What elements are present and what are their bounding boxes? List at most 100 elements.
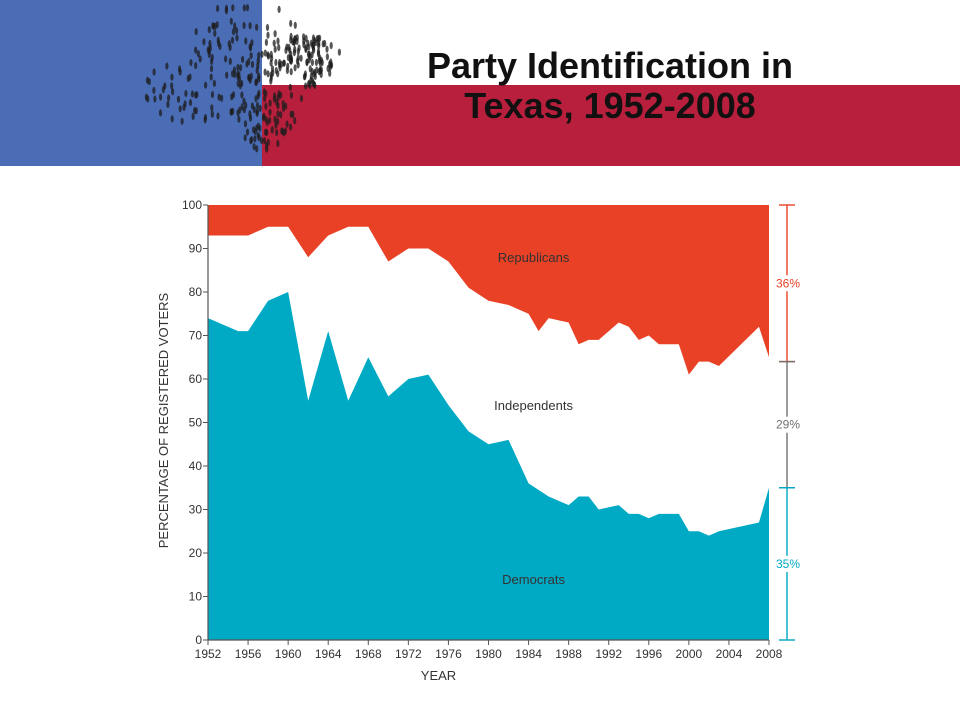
crowd-figure <box>272 39 276 47</box>
crowd-figure <box>289 50 293 58</box>
x-tick-label: 1992 <box>595 647 622 661</box>
y-tick-label: 50 <box>189 416 203 430</box>
crowd-figure <box>245 60 249 68</box>
crowd-figure <box>316 50 321 58</box>
banner-red-stripe <box>262 85 960 166</box>
crowd-figure <box>194 46 198 54</box>
crowd-figure <box>285 120 289 128</box>
crowd-figure <box>263 68 267 76</box>
title-banner <box>0 0 960 166</box>
x-tick-label: 1972 <box>395 647 422 661</box>
banner-blue-panel <box>0 0 262 166</box>
crowd-figure <box>306 50 311 59</box>
crowd-figure <box>216 112 220 120</box>
crowd-figure <box>266 51 270 59</box>
crowd-figure <box>262 137 267 145</box>
crowd-figure <box>211 22 215 30</box>
crowd-figure <box>295 34 299 42</box>
crowd-figure <box>225 71 229 79</box>
crowd-figure <box>178 105 182 113</box>
crowd-figure <box>287 43 291 52</box>
crowd-figure <box>302 37 306 45</box>
crowd-figure <box>293 117 297 125</box>
bracket-share-label: 29% <box>776 418 800 432</box>
crowd-figure <box>329 61 334 69</box>
bracket-label-background <box>772 416 802 433</box>
x-tick-label: 2004 <box>716 647 743 661</box>
crowd-figure <box>279 91 283 99</box>
crowd-figure <box>255 66 259 75</box>
crowd-figure <box>159 93 163 101</box>
crowd-figure <box>277 5 281 13</box>
crowd-figure <box>315 66 319 74</box>
crowd-figure <box>230 36 235 44</box>
crowd-figure <box>153 95 157 103</box>
bracket-label-background <box>772 555 802 572</box>
crowd-figure <box>325 45 329 53</box>
y-tick-label: 10 <box>189 590 203 604</box>
crowd-figure <box>318 67 322 75</box>
crowd-figure <box>270 126 274 134</box>
bracket-label-background <box>772 275 802 292</box>
crowd-figure <box>208 39 212 48</box>
crowd-figure <box>249 137 253 145</box>
crowd-figure <box>307 43 311 51</box>
title-line-1: Party Identification in <box>426 45 794 86</box>
crowd-figure <box>289 19 293 28</box>
y-tick-label: 40 <box>189 459 203 473</box>
crowd-figure <box>231 70 235 78</box>
crowd-figure <box>289 68 293 76</box>
crowd-figure <box>152 86 156 94</box>
crowd-figure <box>293 21 297 29</box>
x-tick-label: 1980 <box>475 647 502 661</box>
crowd-figure <box>264 128 268 136</box>
crowd-figure <box>210 110 214 118</box>
crowd-figure <box>308 79 312 87</box>
crowd-figure <box>258 104 262 112</box>
crowd-figure <box>255 107 259 116</box>
crowd-figure <box>242 97 246 105</box>
crowd-figure <box>194 28 198 36</box>
crowd-figure <box>266 70 270 78</box>
x-tick-label: 1968 <box>355 647 382 661</box>
crowd-figure <box>220 94 224 102</box>
crowd-figure <box>264 116 268 124</box>
crowd-figure <box>158 109 163 117</box>
crowd-figure <box>280 60 284 68</box>
crowd-figure <box>305 59 309 67</box>
crowd-figure <box>309 39 314 47</box>
crowd-figure <box>165 62 169 70</box>
crowd-figure <box>210 91 215 99</box>
y-tick-label: 30 <box>189 503 203 517</box>
crowd-figure <box>303 70 307 78</box>
crowd-figure <box>299 54 303 62</box>
crowd-figure <box>274 121 278 129</box>
y-tick-label: 90 <box>189 242 203 256</box>
crowd-figure <box>260 50 264 58</box>
x-tick-label: 1988 <box>555 647 582 661</box>
crowd-figure <box>288 83 292 91</box>
crowd-figure <box>276 94 280 102</box>
crowd-figure <box>273 92 277 100</box>
crowd-figure <box>299 94 304 103</box>
crowd-figure <box>166 100 170 108</box>
crowd-figure <box>264 102 268 110</box>
crowd-figure <box>167 94 171 102</box>
crowd-figure <box>312 70 316 78</box>
crowd-figure <box>277 44 281 52</box>
crowd-figure <box>215 21 219 29</box>
x-tick-label: 1952 <box>195 647 222 661</box>
crowd-figure <box>229 17 233 25</box>
page-title: Party Identification in Texas, 1952-2008 <box>330 46 890 126</box>
crowd-figure <box>312 80 316 88</box>
crowd-figure <box>254 79 258 87</box>
crowd-figure <box>269 59 273 67</box>
crowd-figure <box>260 137 264 145</box>
area-democrats <box>208 292 769 640</box>
crowd-figure <box>170 82 174 90</box>
x-tick-label: 2000 <box>676 647 703 661</box>
crowd-figure <box>289 56 293 64</box>
crowd-figure <box>253 135 257 143</box>
crowd-figure <box>188 73 192 81</box>
